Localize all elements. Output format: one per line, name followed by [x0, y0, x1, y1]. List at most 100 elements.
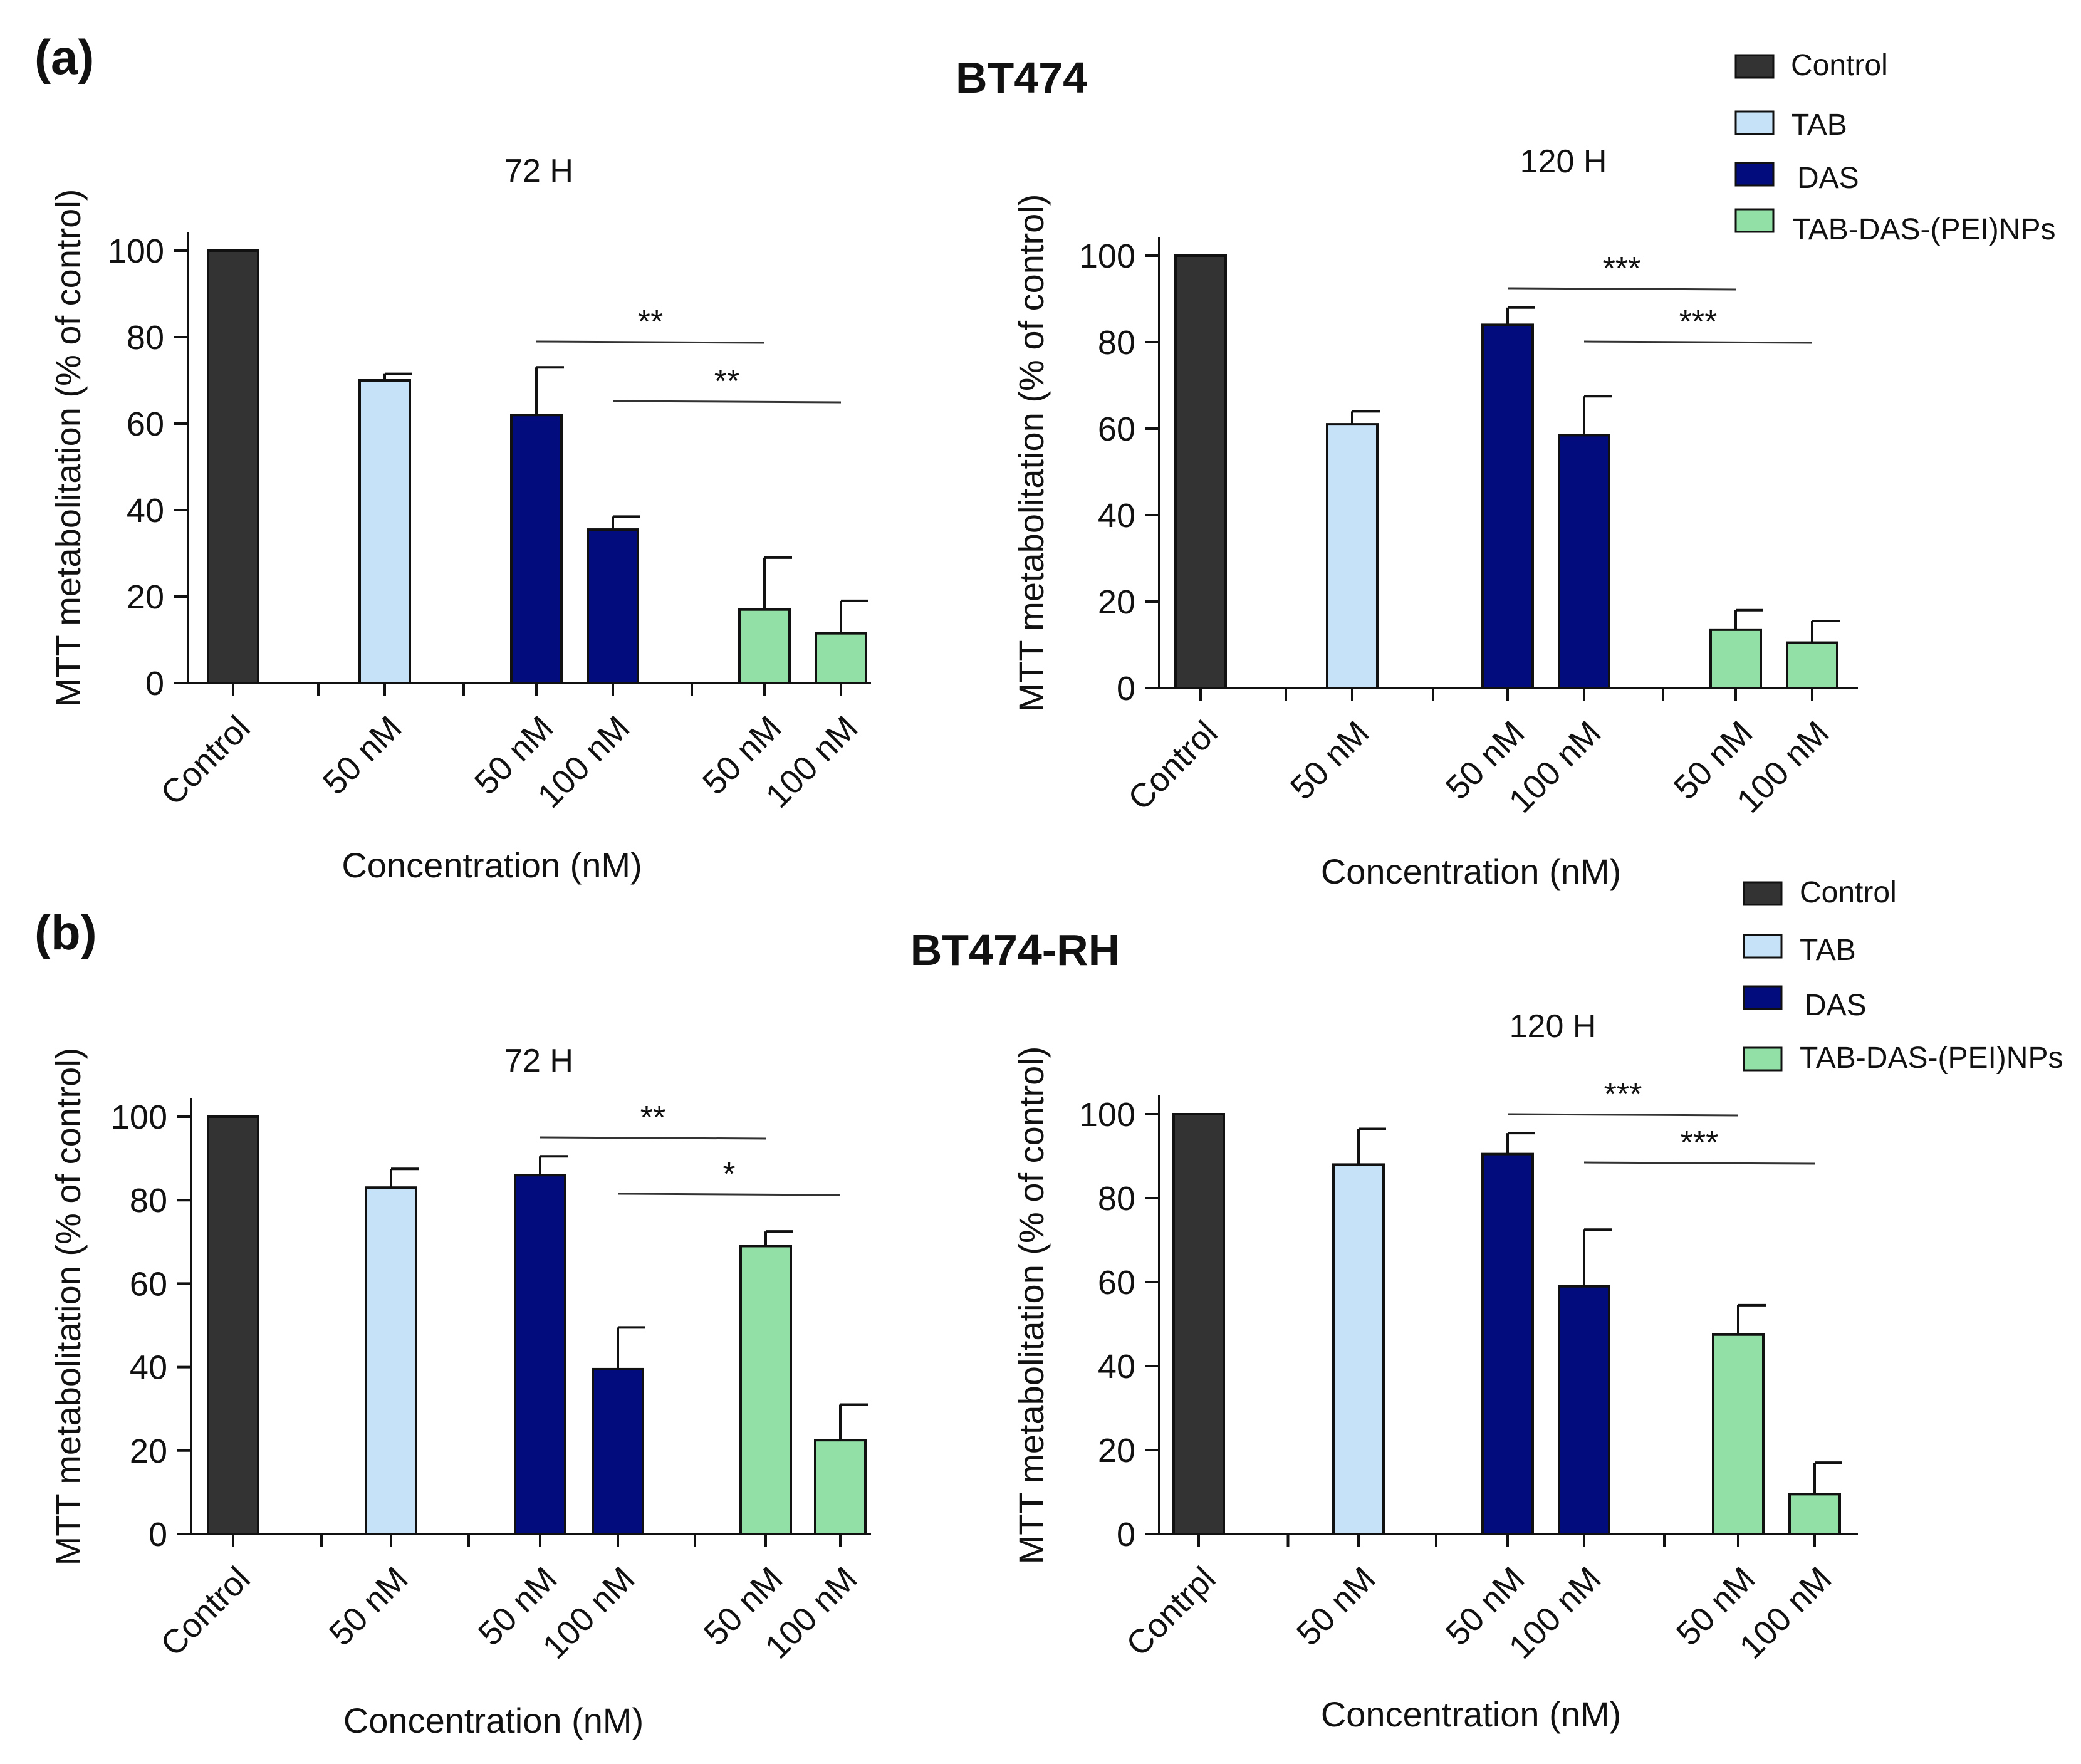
- x-tick-label: Contrpl: [1119, 1560, 1223, 1664]
- bar: [815, 632, 867, 685]
- panel-b-label: (b): [34, 905, 97, 960]
- significance-label: **: [638, 304, 663, 340]
- bar: [1786, 641, 1838, 690]
- legend-b-label-nps: TAB-DAS-(PEI)NPs: [1800, 1041, 2063, 1075]
- legend-b-swatch-tab: [1743, 934, 1783, 959]
- bar: [207, 249, 259, 684]
- chart-bt474rh-120h: 120 H 0 20 40 60 80 100 MTT metabolitation (% o…: [1011, 1008, 1858, 1734]
- x-tick-label: 50 nM: [322, 1560, 415, 1653]
- y-tick-label: 40: [1098, 497, 1135, 535]
- x-axis-label: Concentration (nM): [342, 845, 642, 885]
- chart-title: 72 H: [504, 1043, 573, 1079]
- bar: [365, 1186, 417, 1535]
- legend-a-swatch-nps: [1734, 208, 1775, 233]
- significance-label: **: [640, 1100, 665, 1136]
- significance-label: ***: [1604, 1077, 1642, 1113]
- x-tick-label: 50 nM: [1283, 714, 1377, 807]
- y-tick-label: 20: [1098, 1432, 1135, 1469]
- chart-bt474rh-72h: 72 H 0 20 40 60 80 100 MTT metabolitation (% of…: [48, 1043, 871, 1740]
- legend-b-swatch-control: [1743, 881, 1783, 906]
- y-tick-label: 40: [1098, 1348, 1135, 1386]
- legend-b-swatch-nps: [1743, 1046, 1783, 1072]
- y-tick-label: 60: [1098, 1264, 1135, 1302]
- bar: [1712, 1333, 1765, 1535]
- legend-a-label-control: Control: [1791, 49, 1888, 82]
- bar: [1326, 423, 1379, 689]
- y-tick-label: 0: [1117, 670, 1135, 707]
- legend-b-label-control: Control: [1800, 876, 1897, 909]
- significance-line: [617, 1193, 841, 1196]
- x-axis-label: Concentration (nM): [1321, 852, 1621, 891]
- y-tick-label: 40: [127, 492, 164, 530]
- y-axis-label: MTT metabolitation (% of control): [48, 189, 88, 707]
- bar: [1172, 1113, 1225, 1535]
- y-tick-label: 80: [1098, 1180, 1135, 1218]
- y-tick-label: 60: [130, 1265, 167, 1303]
- y-tick-label: 40: [130, 1349, 167, 1387]
- bar: [1558, 434, 1610, 689]
- x-axis-label: Concentration (nM): [343, 1701, 644, 1740]
- bar: [1558, 1285, 1610, 1535]
- x-tick-label: Control: [1121, 714, 1225, 818]
- bar: [587, 528, 639, 684]
- x-tick-label: 50 nM: [316, 709, 409, 802]
- legend-a-swatch-das: [1734, 162, 1775, 187]
- legend-a-label-tab: TAB: [1791, 108, 1847, 142]
- bar: [1174, 254, 1227, 689]
- bar: [514, 1174, 566, 1535]
- significance-line: [540, 1136, 766, 1140]
- significance-line: [1583, 340, 1813, 344]
- x-axis-label: Concentration (nM): [1321, 1694, 1621, 1734]
- y-axis-label: MTT metabolitation (% of control): [48, 1048, 88, 1566]
- significance-label: ***: [1679, 304, 1718, 340]
- y-tick-label: 80: [127, 319, 164, 357]
- y-axis-label: MTT metabolitation (% of control): [1011, 1046, 1051, 1565]
- bar: [739, 1245, 792, 1535]
- y-axis-label: MTT metabolitation (% of control): [1011, 194, 1051, 712]
- legend-b-label-tab: TAB: [1800, 934, 1856, 967]
- significance-label: ***: [1681, 1125, 1719, 1161]
- significance-line: [1583, 1161, 1815, 1165]
- bar: [358, 379, 411, 684]
- bar: [592, 1367, 644, 1535]
- x-tick-label: Control: [154, 709, 258, 813]
- y-tick-label: 20: [127, 578, 164, 616]
- significance-line: [536, 340, 765, 344]
- bar: [1481, 1152, 1534, 1535]
- panel-b-title: BT474-RH: [910, 926, 1120, 974]
- y-tick-label: 80: [1098, 324, 1135, 362]
- bar: [1709, 628, 1762, 689]
- legend-a: Control TAB DAS TAB-DAS-(PEI)NPs: [1734, 49, 2055, 246]
- legend-a-swatch-tab: [1734, 110, 1775, 135]
- legend-b: Control TAB DAS TAB-DAS-(PEI)NPs: [1743, 876, 2063, 1075]
- bar: [1481, 323, 1534, 689]
- bar: [1332, 1163, 1385, 1535]
- chart-title: 120 H: [1520, 144, 1607, 180]
- panel-a-title: BT474: [956, 53, 1087, 102]
- chart-title: 120 H: [1510, 1008, 1597, 1045]
- chart-bt474-120h: 120 H 0 20 40 60 80 100 MTT metabolitation (% o…: [1011, 144, 1858, 891]
- bar: [738, 608, 791, 685]
- bar: [510, 414, 563, 684]
- x-tick-label: Control: [154, 1560, 258, 1664]
- y-tick-label: 20: [1098, 583, 1135, 621]
- legend-a-label-das: DAS: [1797, 162, 1859, 195]
- y-tick-label: 0: [149, 1516, 167, 1553]
- significance-line: [1507, 1113, 1739, 1117]
- x-tick-label: 50 nM: [1290, 1560, 1383, 1653]
- legend-a-label-nps: TAB-DAS-(PEI)NPs: [1792, 213, 2055, 246]
- significance-label: **: [714, 363, 739, 400]
- y-tick-label: 60: [1098, 410, 1135, 448]
- y-tick-label: 80: [130, 1182, 167, 1219]
- significance-line: [612, 400, 842, 404]
- bar: [814, 1439, 867, 1535]
- y-tick-label: 20: [130, 1433, 167, 1470]
- significance-line: [1507, 287, 1736, 291]
- y-tick-label: 100: [1079, 1096, 1135, 1134]
- y-tick-label: 0: [145, 665, 164, 702]
- legend-a-swatch-control: [1734, 54, 1775, 79]
- bar: [207, 1115, 259, 1535]
- significance-label: ***: [1603, 251, 1641, 287]
- y-tick-label: 0: [1117, 1516, 1135, 1553]
